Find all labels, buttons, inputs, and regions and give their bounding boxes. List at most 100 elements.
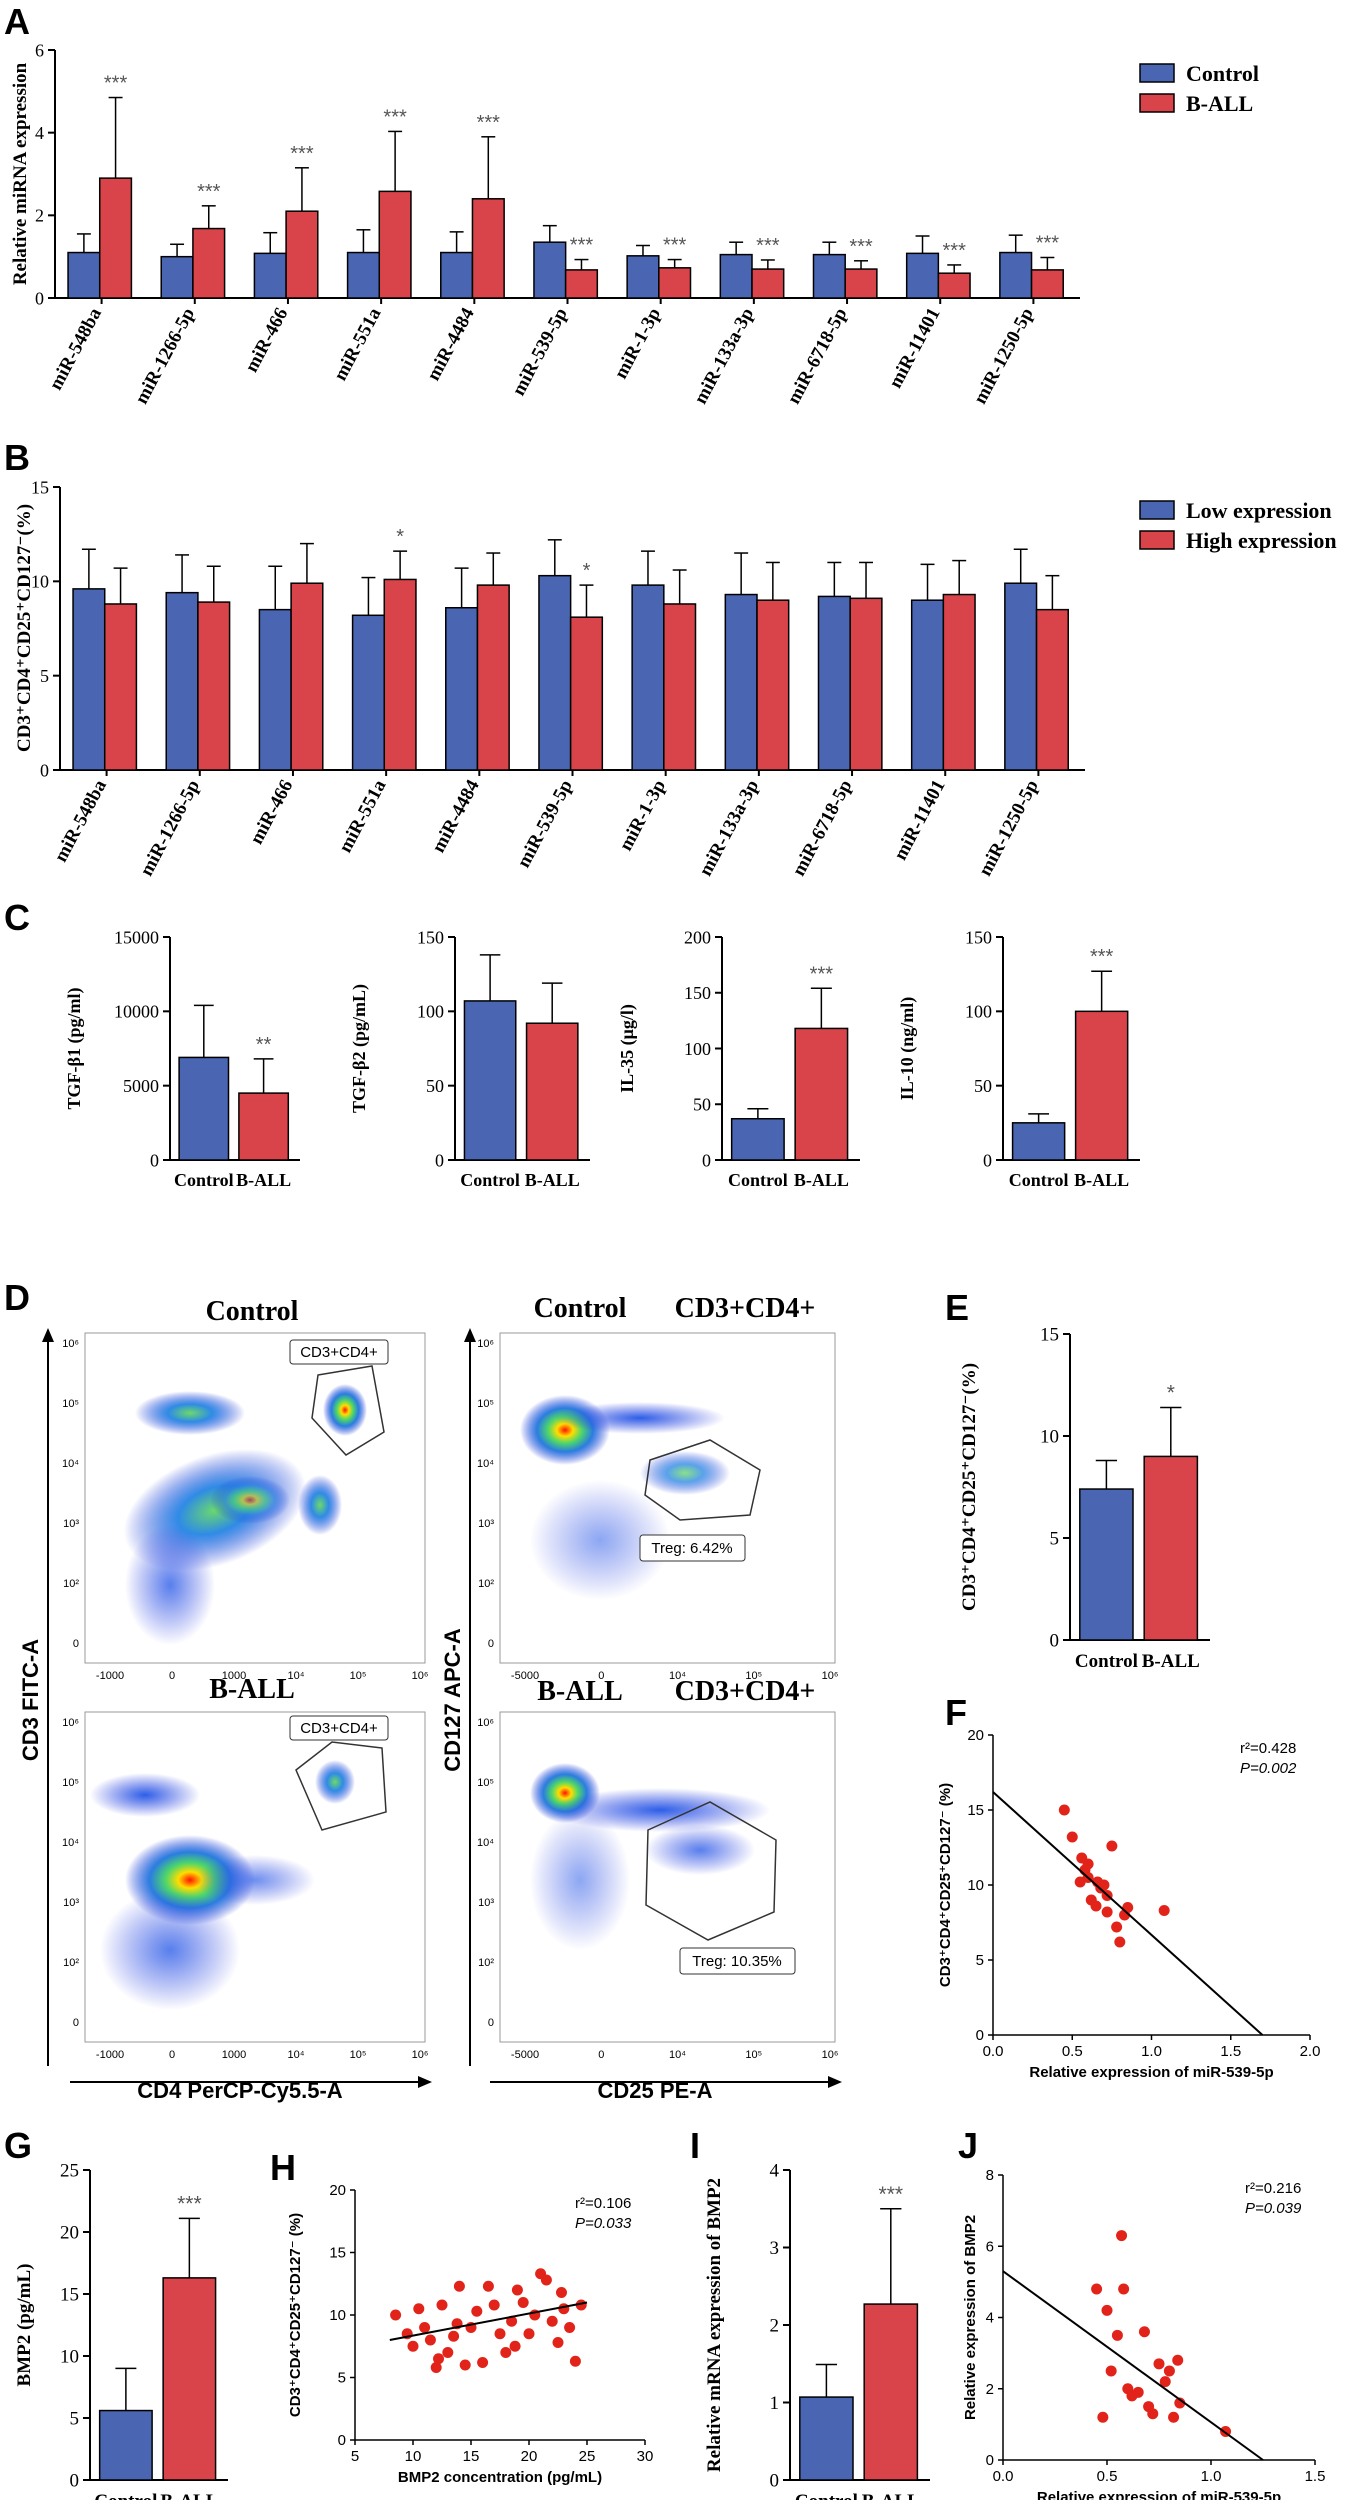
- scatter-point: [1076, 1852, 1088, 1864]
- y-tick-label: 8: [986, 2167, 994, 2184]
- y-axis-label: CD3⁺CD4⁺CD25⁺CD127⁻ (%): [937, 1783, 954, 1987]
- flow-x-tick-label: -5000: [511, 1670, 539, 1682]
- bar-second: [285, 210, 319, 299]
- panel-label-g: G: [4, 2125, 32, 2166]
- y-tick-label: 0: [35, 288, 44, 308]
- flow-y-tick-label: 10⁴: [62, 1837, 79, 1849]
- significance-mark: ***: [570, 235, 594, 257]
- treg-box-control: [639, 1534, 746, 1562]
- bar-first: [440, 251, 474, 299]
- significance-mark: ***: [879, 2183, 904, 2206]
- significance-mark: ***: [197, 181, 221, 203]
- flow-left-x-arrow: [418, 2076, 432, 2088]
- y-tick-label: 0: [983, 1150, 992, 1170]
- scatter-point: [523, 2328, 535, 2340]
- bar-first: [817, 595, 851, 771]
- x-tick-label: miR-11401: [885, 304, 945, 391]
- bar-ball: [794, 1027, 849, 1161]
- scatter-point: [436, 2299, 448, 2311]
- y-tick-label: 100: [965, 1002, 992, 1022]
- bar-first: [253, 252, 287, 299]
- x-tick-label: miR-11401: [890, 776, 950, 863]
- chart-i-bmp2-mrna: 0 1 2 3 4 Control B-ALL *** Relative mRNA expres…: [704, 2161, 930, 2500]
- bar-first: [445, 606, 479, 771]
- gate-treg-control: [644, 1439, 761, 1521]
- scatter-point: [1114, 1936, 1126, 1948]
- bar-second: [756, 599, 790, 771]
- flow-y-tick-label: 10²: [478, 1578, 494, 1590]
- flow-title-control-left: Control: [206, 1296, 299, 1327]
- flow-x-tick-label: -5000: [511, 2049, 539, 2061]
- significance-mark: ***: [177, 2192, 202, 2215]
- significance-mark: ***: [810, 963, 834, 985]
- bar-first: [346, 251, 381, 299]
- scatter-point: [413, 2303, 425, 2315]
- bar-first: [812, 253, 846, 299]
- y-tick-label: 2: [986, 2381, 994, 2398]
- scatter-point: [433, 2353, 445, 2365]
- x-tick-label: miR-1266-5p: [136, 776, 204, 879]
- scatter-point: [506, 2315, 518, 2327]
- significance-mark: ***: [756, 235, 780, 257]
- y-tick-label: 20: [329, 2182, 346, 2199]
- gate-label-box-ball: [289, 1715, 389, 1741]
- y-tick-label: 3: [770, 2238, 780, 2259]
- bar-second: [564, 269, 599, 299]
- bar-second: [844, 268, 878, 299]
- scatter-point: [511, 2284, 523, 2296]
- scatter-point: [558, 2303, 570, 2315]
- significance-mark: ***: [383, 106, 407, 128]
- flow-y-tick-label: 10⁶: [62, 1717, 79, 1729]
- scatter-point: [494, 2328, 506, 2340]
- x-tick-label: B-ALL: [525, 1170, 580, 1190]
- panel-label-a: A: [4, 1, 30, 42]
- density-control-left: [123, 1384, 367, 1645]
- chart-e-treg-percent: 0 5 10 15 Control B-ALL * CD3⁺CD4⁺CD25⁺CD127⁻(%…: [959, 1325, 1210, 1672]
- flow-y-tick-label: 0: [73, 1638, 79, 1650]
- y-tick-label: 5: [70, 2409, 80, 2430]
- flow-x-tick-label: -1000: [96, 2049, 124, 2061]
- flow-y-tick-label: 10³: [478, 1518, 494, 1530]
- scatter-point: [569, 2355, 581, 2367]
- gate-label-control: CD3+CD4+: [300, 1344, 378, 1361]
- y-tick-label: 0: [1050, 1631, 1060, 1652]
- flow-y-tick-label: 10³: [63, 1897, 79, 1909]
- regression-line: [1002, 2270, 1264, 2461]
- flow-x-tick-label: 10⁶: [822, 2049, 839, 2061]
- y-tick-label: 6: [35, 40, 44, 60]
- scatter-point: [1066, 1831, 1078, 1843]
- flow-x-tick-label: 10⁵: [745, 2049, 762, 2061]
- scatter-point: [1132, 2386, 1144, 2398]
- y-tick-label: 20: [967, 1727, 984, 1744]
- gate-control-cd3cd4: [311, 1365, 385, 1456]
- bar-second: [471, 198, 505, 299]
- y-tick-label: 20: [60, 2223, 79, 2244]
- y-axis-label: IL-35 (μg/l): [617, 1004, 638, 1093]
- bar-second: [103, 603, 138, 771]
- flow-x-tick-label: 0: [598, 2049, 604, 2061]
- x-tick-label: miR-548ba: [50, 776, 111, 866]
- y-tick-label: 0: [435, 1150, 444, 1170]
- scatter-point: [555, 2287, 567, 2298]
- flow-y-tick-label: 10⁴: [477, 1837, 494, 1849]
- chart-f-scatter: 0 5 10 15 20 0.0 0.5 1.0 1.5 2.0 r²=0.428 P=0.002 Re…: [937, 1727, 1320, 2081]
- bar-first: [999, 251, 1033, 299]
- flow-y-tick-label: 0: [488, 1638, 494, 1650]
- y-tick-label: 200: [684, 927, 711, 947]
- x-tick-label: 15: [463, 2448, 480, 2465]
- scatter-point: [1101, 1906, 1113, 1918]
- scatter-point: [517, 2297, 529, 2308]
- flow-panel-d: CD3 FITC-A CD4 PerCP-Cy5.5-A CD127 APC-A…: [18, 1293, 842, 2103]
- legend-label-low: Low expression: [1186, 498, 1332, 523]
- y-tick-label: 6: [986, 2238, 994, 2255]
- bar-second: [658, 267, 692, 299]
- x-tick-label: miR-1266-5p: [131, 304, 199, 407]
- gate-label-ball: CD3+CD4+: [300, 1720, 378, 1737]
- scatter-point: [407, 2340, 419, 2352]
- scatter-point: [482, 2280, 494, 2292]
- r-squared-label: r²=0.428: [1240, 1740, 1296, 1757]
- scatter-point: [453, 2280, 465, 2292]
- p-value-label: P=0.033: [575, 2215, 632, 2232]
- bar-second: [942, 593, 976, 771]
- scatter-point: [1116, 2230, 1128, 2242]
